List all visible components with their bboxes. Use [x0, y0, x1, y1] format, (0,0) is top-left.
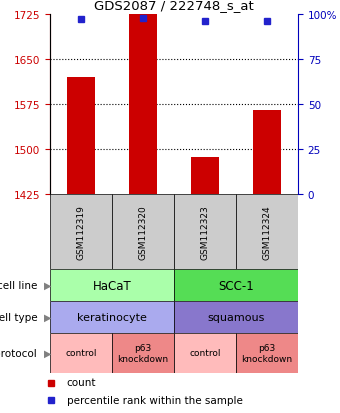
Bar: [191, 157, 219, 195]
Bar: [174, 195, 236, 269]
Bar: [50, 301, 174, 333]
Bar: [253, 111, 281, 195]
Bar: [236, 195, 298, 269]
Text: GSM112320: GSM112320: [138, 204, 148, 259]
Bar: [174, 333, 236, 373]
Text: control: control: [189, 349, 221, 358]
Text: control: control: [65, 349, 97, 358]
Bar: [112, 195, 174, 269]
Text: keratinocyte: keratinocyte: [77, 312, 147, 322]
Text: ▶: ▶: [44, 280, 51, 290]
Text: HaCaT: HaCaT: [92, 279, 131, 292]
Text: cell line: cell line: [0, 280, 37, 290]
Text: p63
knockdown: p63 knockdown: [117, 344, 169, 363]
Text: protocol: protocol: [0, 348, 37, 358]
Bar: [236, 333, 298, 373]
Text: percentile rank within the sample: percentile rank within the sample: [67, 395, 243, 406]
Text: count: count: [67, 377, 96, 387]
Title: GDS2087 / 222748_s_at: GDS2087 / 222748_s_at: [94, 0, 254, 12]
Bar: [112, 333, 174, 373]
Text: GSM112323: GSM112323: [201, 204, 209, 259]
Text: GSM112324: GSM112324: [262, 205, 272, 259]
Text: GSM112319: GSM112319: [76, 204, 85, 259]
Text: ▶: ▶: [44, 312, 51, 322]
Text: squamous: squamous: [207, 312, 265, 322]
Bar: [50, 195, 112, 269]
Bar: [67, 78, 95, 195]
Bar: [174, 269, 298, 301]
Bar: [50, 269, 174, 301]
Bar: [174, 301, 298, 333]
Bar: [129, 15, 157, 195]
Bar: [50, 333, 112, 373]
Text: ▶: ▶: [44, 348, 51, 358]
Text: p63
knockdown: p63 knockdown: [241, 344, 292, 363]
Text: SCC-1: SCC-1: [218, 279, 254, 292]
Text: cell type: cell type: [0, 312, 37, 322]
